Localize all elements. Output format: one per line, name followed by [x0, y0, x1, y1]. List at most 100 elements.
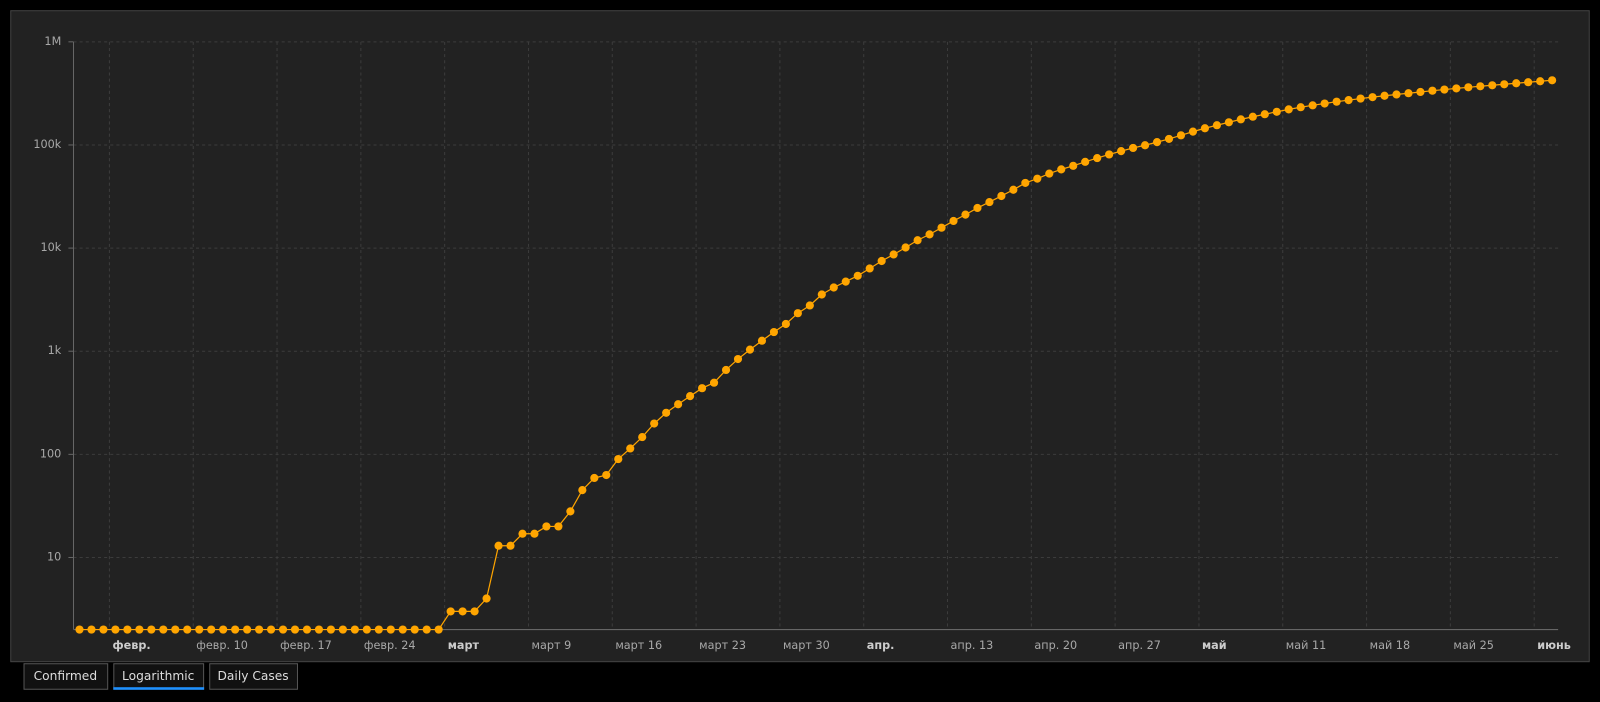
data-point — [75, 625, 84, 634]
data-point — [985, 197, 994, 207]
data-point — [674, 400, 683, 409]
data-point — [709, 378, 719, 387]
data-point — [374, 625, 383, 634]
data-point — [1320, 99, 1329, 108]
data-point — [973, 203, 982, 213]
data-point — [1452, 84, 1461, 93]
data-point — [1093, 154, 1102, 163]
data-point — [1536, 77, 1545, 86]
x-tick-label: март — [448, 639, 480, 652]
data-point — [1069, 161, 1078, 170]
data-point — [805, 301, 814, 310]
data-point — [1476, 82, 1485, 91]
data-point — [219, 625, 228, 634]
data-point — [1296, 103, 1305, 112]
tab-button[interactable]: Logarithmic — [113, 663, 205, 690]
data-point — [123, 625, 132, 634]
data-point — [1081, 157, 1090, 166]
x-tick-label: март 23 — [699, 639, 746, 652]
data-point — [1224, 118, 1233, 127]
x-tick-label: февр. — [112, 639, 150, 652]
data-point — [1512, 79, 1521, 88]
data-point — [530, 529, 539, 538]
data-point — [398, 625, 407, 634]
data-point — [841, 277, 850, 286]
data-point — [781, 319, 790, 329]
data-point — [278, 625, 288, 634]
x-tick-label: май 11 — [1286, 639, 1326, 652]
y-tick-label: 100 — [40, 447, 61, 460]
y-tick-label: 10k — [40, 241, 61, 254]
data-point — [817, 290, 826, 299]
data-point — [1332, 97, 1341, 106]
data-point — [1164, 134, 1174, 144]
data-point — [997, 191, 1006, 201]
data-point — [1021, 178, 1030, 187]
x-tick-label: май 18 — [1370, 639, 1410, 652]
data-point — [326, 625, 336, 634]
data-point — [937, 223, 946, 232]
data-point — [1524, 78, 1533, 87]
data-point — [518, 529, 527, 538]
data-point — [482, 594, 491, 603]
data-point — [147, 625, 156, 634]
x-tick-label: февр. 10 — [196, 639, 248, 652]
data-point — [745, 345, 755, 354]
data-point — [458, 607, 467, 616]
data-point — [1380, 91, 1389, 100]
data-point — [1488, 81, 1497, 90]
tab-button[interactable]: Confirmed — [23, 663, 109, 690]
data-point — [1200, 124, 1210, 133]
data-point — [1188, 127, 1198, 136]
x-tick-label: май — [1202, 639, 1227, 652]
data-point — [1308, 101, 1317, 110]
x-tick-label: февр. 17 — [280, 639, 332, 652]
data-point — [338, 625, 347, 634]
tab-label: Logarithmic — [122, 669, 194, 683]
x-tick-label: март 9 — [532, 639, 572, 652]
data-point — [350, 625, 359, 634]
tab-background — [23, 663, 109, 690]
data-point — [566, 507, 575, 516]
data-point — [386, 625, 395, 634]
data-point — [446, 607, 455, 616]
data-point — [255, 625, 264, 634]
data-point — [1033, 174, 1042, 183]
x-tick-label: апр. 27 — [1118, 639, 1161, 652]
data-point — [1272, 107, 1281, 116]
data-point — [1344, 96, 1353, 105]
tab-button[interactable]: Daily Cases — [209, 663, 298, 690]
y-tick-label: 100k — [33, 138, 61, 151]
data-point — [183, 625, 192, 634]
x-tick-label: март 30 — [783, 639, 830, 652]
data-point — [1212, 121, 1221, 130]
tab-background — [209, 663, 298, 690]
data-point — [1248, 112, 1257, 121]
data-point — [1057, 165, 1066, 174]
data-point — [506, 541, 515, 550]
data-point — [1105, 150, 1114, 159]
data-point — [949, 216, 958, 226]
data-point — [913, 236, 922, 245]
data-point — [207, 625, 216, 634]
data-point — [1236, 115, 1245, 124]
data-point — [1500, 80, 1509, 89]
data-point — [87, 625, 96, 634]
x-tick-label: апр. 20 — [1034, 639, 1077, 652]
data-point — [757, 336, 767, 345]
data-point — [901, 243, 910, 252]
tab-label: Confirmed — [34, 669, 98, 683]
data-point — [626, 444, 635, 453]
panel — [10, 10, 1590, 663]
data-point — [769, 327, 778, 337]
data-point — [99, 625, 108, 634]
data-point — [1117, 147, 1126, 156]
data-point — [135, 625, 144, 634]
data-point — [159, 625, 168, 634]
active-indicator — [113, 687, 205, 690]
data-point — [542, 522, 551, 531]
y-tick-label: 10 — [47, 550, 61, 563]
data-point — [733, 354, 743, 364]
x-tick-label: апр. 13 — [951, 639, 994, 652]
